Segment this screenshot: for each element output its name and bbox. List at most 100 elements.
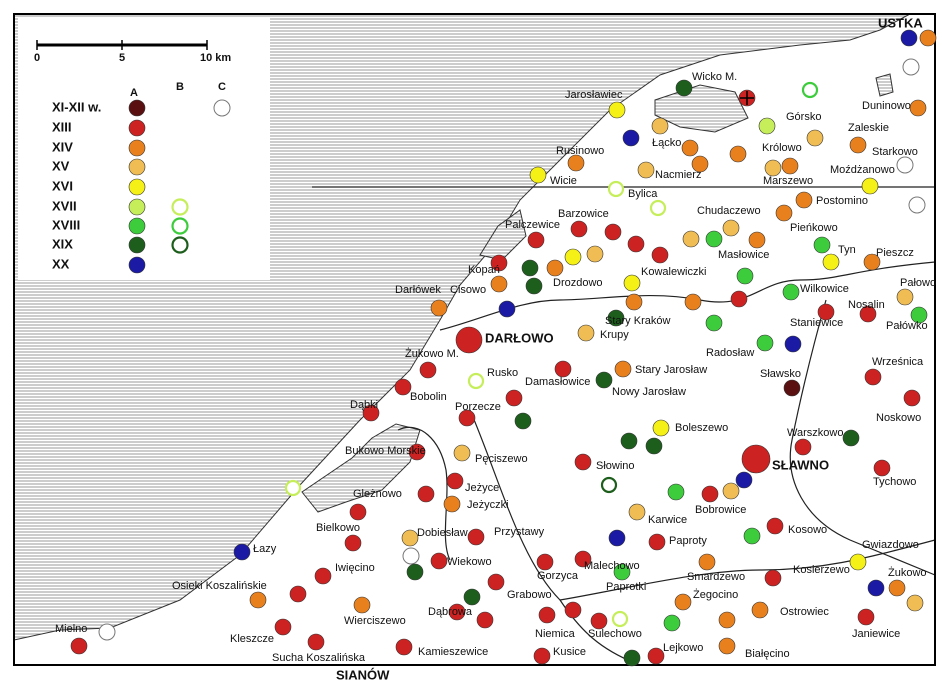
- place-label: Ostrowiec: [780, 606, 829, 618]
- place-label: Kleszcze: [230, 633, 274, 645]
- place-label: Bylica: [628, 188, 658, 200]
- legend-marker: [128, 256, 146, 274]
- site-marker: [648, 533, 666, 551]
- place-label: USTKA: [878, 15, 923, 30]
- site-marker: [567, 154, 585, 172]
- site-marker: [900, 29, 918, 47]
- site-marker: [577, 324, 595, 342]
- legend-ring: [171, 236, 189, 254]
- place-label: Łącko: [652, 137, 681, 149]
- place-label: DARŁOWO: [485, 330, 554, 345]
- legend-label: XIII: [52, 119, 72, 134]
- place-label: Masłowice: [718, 249, 769, 261]
- place-label: Rusinowo: [556, 145, 604, 157]
- site-marker: [505, 389, 523, 407]
- site-marker: [554, 360, 572, 378]
- site-marker: [430, 552, 448, 570]
- site-marker: [681, 139, 699, 157]
- place-label: Kowalewiczki: [641, 266, 706, 278]
- place-label: Kamieszewice: [418, 646, 488, 658]
- place-label: Pieńkowo: [790, 222, 838, 234]
- place-label: Staniewice: [790, 317, 843, 329]
- site-white: [402, 547, 420, 565]
- site-marker: [538, 606, 556, 624]
- site-marker: [570, 220, 588, 238]
- site-ring: [611, 610, 629, 628]
- place-label: Krupy: [600, 329, 629, 341]
- legend-marker: [128, 139, 146, 157]
- place-label: Kopań: [468, 264, 500, 276]
- place-label: Zaleskie: [848, 122, 889, 134]
- place-label: Jeżyce: [465, 482, 499, 494]
- place-label: Bobolin: [410, 391, 447, 403]
- legend-label: XVIII: [52, 217, 80, 232]
- legend-label: XX: [52, 256, 70, 271]
- place-label: Karwice: [648, 514, 687, 526]
- site-marker: [458, 409, 476, 427]
- place-label: Drozdowo: [553, 277, 603, 289]
- site-marker: [682, 230, 700, 248]
- site-marker: [417, 485, 435, 503]
- place-label: Bukowo Morskie: [345, 445, 426, 457]
- place-label: Pałowo: [900, 277, 936, 289]
- site-marker: [817, 303, 835, 321]
- place-label: Górsko: [786, 111, 821, 123]
- place-label: Chudaczewo: [697, 205, 761, 217]
- site-marker: [467, 528, 485, 546]
- site-marker: [406, 563, 424, 581]
- legend-label: XVI: [52, 178, 73, 193]
- site-marker: [864, 368, 882, 386]
- place-label: Pęciszewo: [475, 453, 528, 465]
- site-marker: [70, 637, 88, 655]
- place-label: Duninowo: [862, 100, 911, 112]
- site-marker: [766, 517, 784, 535]
- legend-label: XI-XII w.: [52, 99, 101, 114]
- place-label: Wrześnica: [872, 356, 924, 368]
- site-marker: [863, 253, 881, 271]
- place-label: Porzecze: [455, 401, 501, 413]
- legend-label: XIV: [52, 139, 73, 154]
- site-marker: [590, 612, 608, 630]
- site-marker: [614, 360, 632, 378]
- site-marker: [625, 293, 643, 311]
- river: [789, 299, 936, 576]
- site-ring: [649, 199, 667, 217]
- place-label: Dobiesław: [417, 527, 468, 539]
- site-marker: [446, 472, 464, 490]
- site-marker: [349, 503, 367, 521]
- place-label: Białęcino: [745, 648, 790, 660]
- place-label: Tychowo: [873, 476, 916, 488]
- site-marker: [813, 236, 831, 254]
- place-label: Postomino: [816, 195, 868, 207]
- site-marker: [705, 314, 723, 332]
- site-marker: [344, 534, 362, 552]
- site-marker: [718, 611, 736, 629]
- site-marker: [861, 177, 879, 195]
- site-marker: [249, 591, 267, 609]
- place-label: Sulechowo: [588, 628, 642, 640]
- site-marker: [536, 553, 554, 571]
- site-marker: [564, 248, 582, 266]
- legend-marker: [128, 158, 146, 176]
- legend-label: XIX: [52, 236, 73, 251]
- site-marker: [784, 335, 802, 353]
- site-marker: [794, 438, 812, 456]
- place-label: Mielno: [55, 623, 87, 635]
- site-marker: [743, 527, 761, 545]
- site-marker: [289, 585, 307, 603]
- river: [469, 409, 641, 666]
- site-marker: [722, 219, 740, 237]
- site-marker: [353, 596, 371, 614]
- site-marker: [574, 550, 592, 568]
- place-label: Przystawy: [494, 526, 545, 538]
- place-label: Wilkowice: [800, 283, 849, 295]
- site-marker: [652, 419, 670, 437]
- site-marker: [490, 275, 508, 293]
- site-marker: [691, 155, 709, 173]
- site-marker: [564, 601, 582, 619]
- site-marker: [822, 253, 840, 271]
- place-label: Stary Jarosław: [635, 364, 707, 376]
- site-marker: [782, 283, 800, 301]
- place-label: Stary Kraków: [605, 315, 670, 327]
- site-marker: [233, 543, 251, 561]
